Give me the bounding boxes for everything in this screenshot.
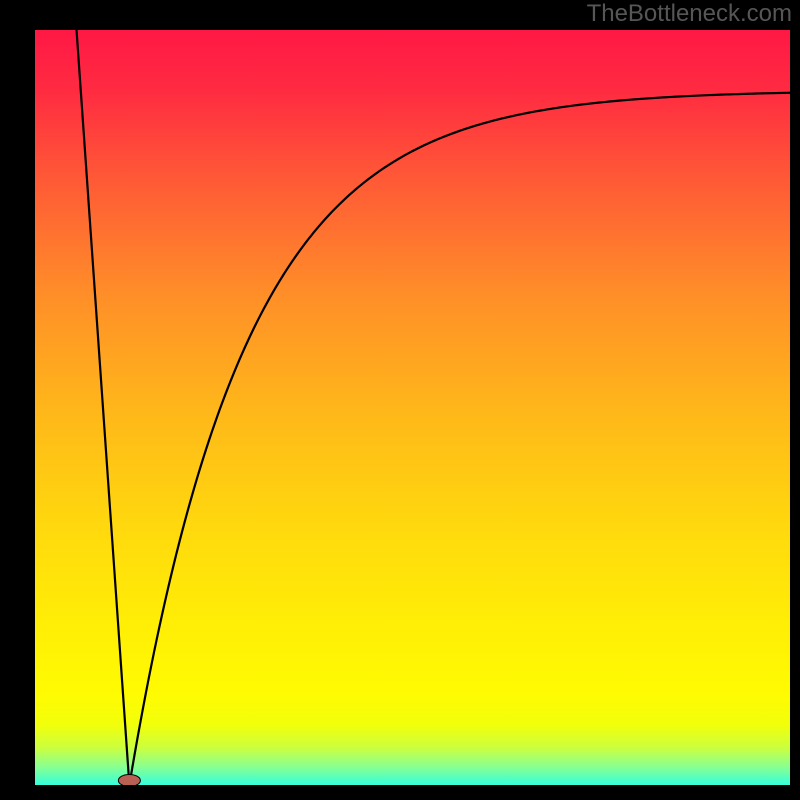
bottleneck-curve [77, 30, 790, 785]
minimum-marker [118, 774, 140, 785]
plot-svg [35, 30, 790, 785]
chart-root: TheBottleneck.com [0, 0, 800, 800]
watermark-text: TheBottleneck.com [587, 0, 792, 28]
